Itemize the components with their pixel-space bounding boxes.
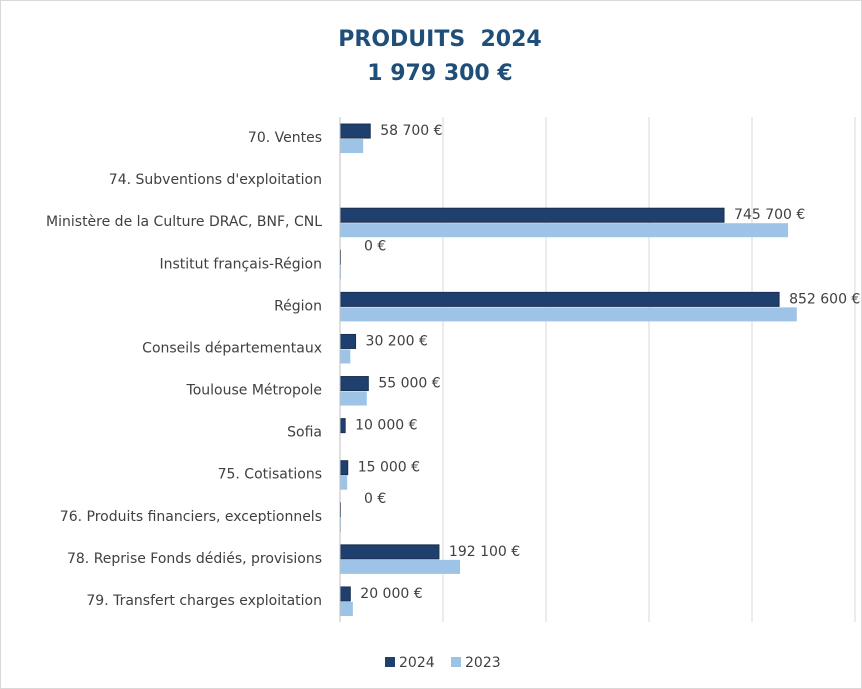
- data-label: 15 000 €: [358, 460, 420, 476]
- bar: [340, 601, 353, 616]
- bar: [340, 139, 364, 154]
- y-tick-label: Région: [274, 298, 322, 314]
- bar: [340, 475, 348, 490]
- bar: [340, 391, 367, 406]
- bar: [340, 223, 789, 238]
- bar: [339, 586, 351, 602]
- y-tick-label: 76. Produits financiers, exceptionnels: [60, 509, 322, 525]
- data-label: 0 €: [364, 238, 386, 254]
- y-tick-label: 79. Transfert charges exploitation: [86, 593, 322, 609]
- data-label: 58 700 €: [380, 123, 442, 139]
- bar: [340, 265, 342, 280]
- bar: [340, 517, 342, 532]
- y-tick-label: Toulouse Métropole: [186, 383, 322, 399]
- bar: [339, 460, 349, 476]
- y-tick-label: Sofia: [287, 425, 322, 441]
- y-tick-label: 75. Cotisations: [218, 467, 322, 483]
- data-label: 55 000 €: [378, 376, 440, 392]
- data-label: 745 700 €: [734, 207, 805, 223]
- bar: [340, 559, 460, 574]
- legend-label: 2023: [465, 655, 501, 671]
- bar: [339, 291, 780, 307]
- chart-subtitle: 1 979 300 €: [367, 61, 512, 86]
- bar: [339, 123, 371, 139]
- bar: [339, 418, 346, 434]
- legend-swatch: [451, 657, 461, 667]
- data-label: 192 100 €: [449, 544, 520, 560]
- y-tick-label: 74. Subventions d'exploitation: [109, 172, 322, 188]
- y-tick-label: Ministère de la Culture DRAC, BNF, CNL: [46, 214, 322, 230]
- data-label: 30 200 €: [366, 333, 428, 349]
- y-tick-label: Institut français-Région: [159, 256, 322, 272]
- bar: [340, 349, 351, 364]
- data-label: 852 600 €: [789, 291, 860, 307]
- bar: [339, 544, 440, 560]
- chart-title: PRODUITS 2024: [338, 27, 541, 52]
- y-tick-label: Conseils départementaux: [142, 340, 322, 356]
- bar: [340, 307, 797, 322]
- bar: [339, 376, 369, 392]
- data-label: 20 000 €: [360, 586, 422, 602]
- data-label: 10 000 €: [355, 418, 417, 434]
- bar: [339, 207, 725, 223]
- legend-swatch: [385, 657, 395, 667]
- data-label: 0 €: [364, 491, 386, 507]
- y-tick-label: 78. Reprise Fonds dédiés, provisions: [67, 551, 322, 567]
- bar: [339, 333, 357, 349]
- legend-label: 2024: [399, 655, 435, 671]
- y-tick-label: 70. Ventes: [248, 130, 322, 146]
